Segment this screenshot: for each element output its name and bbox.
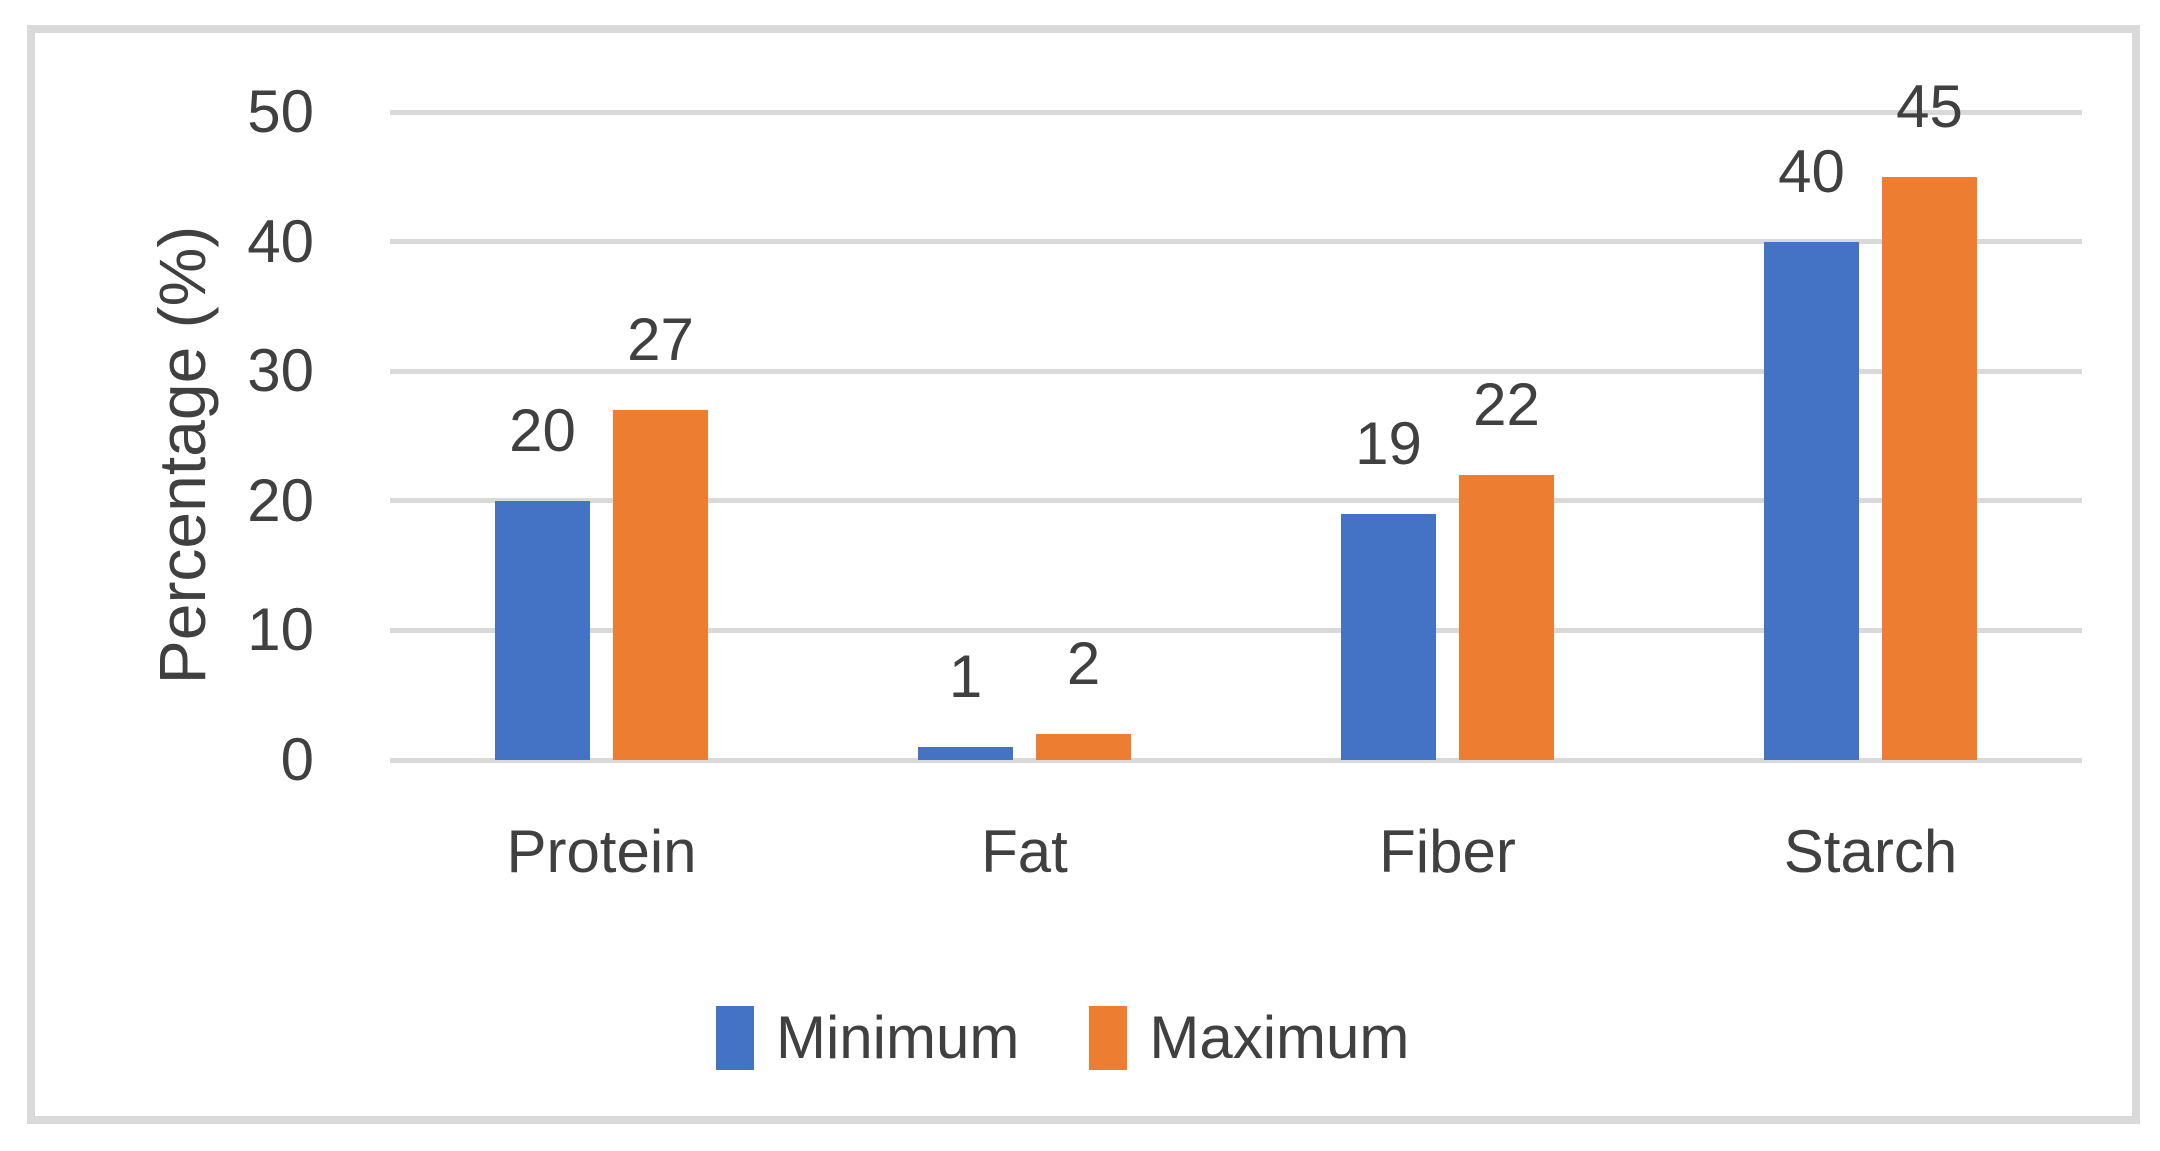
bar-minimum-fiber <box>1341 513 1436 760</box>
legend-label: Minimum <box>776 1004 1020 1071</box>
gridline <box>390 757 2082 763</box>
y-tick-label: 30 <box>247 337 314 405</box>
legend-item-maximum: Maximum <box>1089 1002 1409 1074</box>
y-tick-label: 50 <box>247 78 314 145</box>
legend-swatch-maximum <box>1089 1006 1128 1070</box>
x-category-label: Starch <box>1783 818 1958 885</box>
plot-area: 20 27 1 2 19 22 40 45 <box>390 76 2082 763</box>
y-tick-label: 10 <box>247 596 314 664</box>
gridline <box>390 368 2082 374</box>
data-label: 40 <box>1778 137 1845 205</box>
legend-swatch-minimum <box>716 1006 754 1070</box>
data-label: 2 <box>1066 630 1101 698</box>
bar-minimum-protein <box>495 500 590 760</box>
gridline <box>390 627 2082 633</box>
bar-maximum-protein <box>613 410 708 760</box>
data-label: 1 <box>948 643 983 711</box>
bar-minimum-fat <box>918 747 1013 760</box>
bar-maximum-starch <box>1882 176 1977 760</box>
legend-label: Maximum <box>1149 1004 1410 1071</box>
legend: Minimum Maximum <box>716 1002 1409 1074</box>
x-category-label: Fat <box>981 818 1068 885</box>
data-label: 19 <box>1355 409 1422 477</box>
data-label: 22 <box>1473 370 1540 438</box>
y-tick-label: 40 <box>247 207 314 275</box>
chart-frame <box>27 25 2140 1124</box>
gridline <box>390 239 2082 245</box>
y-tick-label: 20 <box>247 466 314 534</box>
data-label: 45 <box>1896 72 1963 140</box>
x-category-label: Protein <box>506 818 697 885</box>
data-label: 20 <box>509 396 576 464</box>
x-category-label: Fiber <box>1379 818 1516 885</box>
y-tick-label: 0 <box>280 726 314 793</box>
y-axis-tick-labels: 0 10 20 30 40 50 <box>0 0 314 1151</box>
data-label: 27 <box>627 306 694 374</box>
bar-maximum-fiber <box>1459 474 1554 760</box>
bar-minimum-starch <box>1764 241 1859 760</box>
gridline <box>390 109 2082 115</box>
legend-item-minimum: Minimum <box>716 1002 1019 1074</box>
bar-maximum-fat <box>1036 734 1131 760</box>
gridline <box>390 498 2082 504</box>
